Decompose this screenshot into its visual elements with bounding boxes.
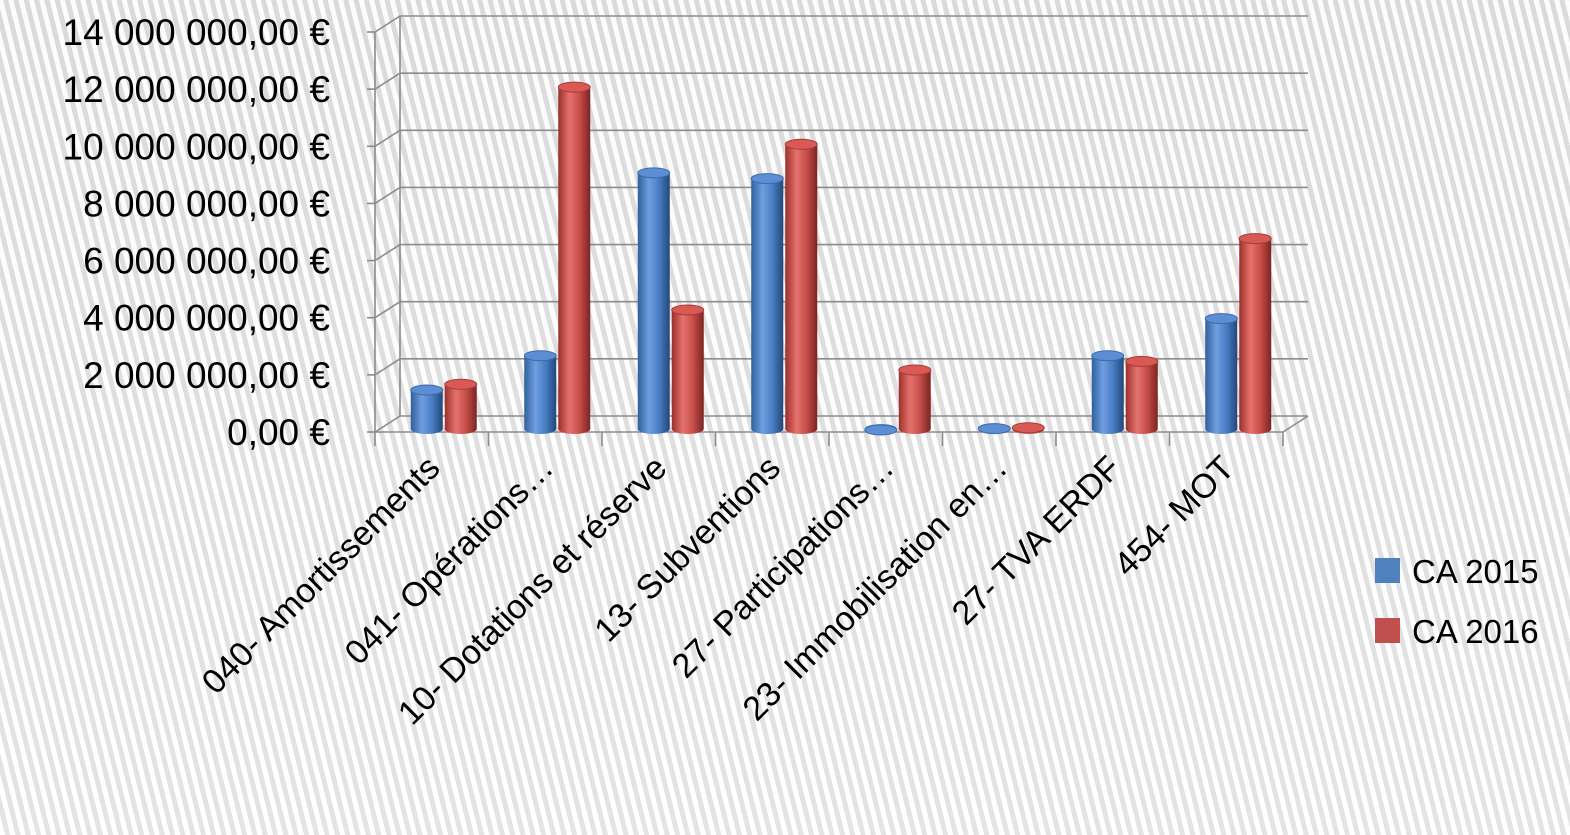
y-tick-label: 12 000 000,00 €	[63, 69, 331, 110]
bar-body	[444, 384, 477, 434]
bar-top	[977, 423, 1011, 435]
bar-ca2015	[637, 167, 671, 434]
y-tick-label: 8 000 000,00 €	[83, 183, 330, 224]
bar-ca2015	[410, 384, 444, 434]
bar-body	[637, 172, 670, 434]
bar-ca2015	[750, 173, 784, 434]
bar-ca2015	[523, 350, 557, 434]
bar-top	[671, 304, 705, 316]
x-tick-label: 27- Participations…	[665, 449, 902, 686]
bar-ca2016	[557, 81, 591, 435]
y-tick-label: 0,00 €	[227, 412, 330, 453]
y-tick-label: 4 000 000,00 €	[83, 298, 330, 339]
legend-swatch	[1375, 618, 1400, 643]
y-tick-label: 2 000 000,00 €	[83, 355, 330, 396]
bar-body	[1091, 355, 1124, 434]
bar-body	[671, 310, 704, 434]
gridline	[374, 72, 1308, 90]
legend: CA 2015 CA 2016	[1375, 553, 1539, 650]
bar-ca2016	[1011, 422, 1045, 434]
bars	[410, 81, 1272, 436]
gridline	[374, 358, 1308, 376]
x-tick-label: 041- Opérations…	[338, 449, 561, 672]
bar-top	[1091, 350, 1125, 362]
y-tick-label: 6 000 000,00 €	[83, 241, 330, 282]
bar-top	[898, 364, 932, 376]
bar-top	[784, 138, 818, 150]
bar-ca2015	[977, 423, 1011, 435]
bar-top	[444, 378, 478, 390]
legend-swatch	[1375, 558, 1400, 583]
bar-body	[524, 355, 557, 434]
bar-top	[1238, 233, 1272, 245]
bar-ca2015	[864, 424, 898, 436]
floor-edge	[375, 415, 1309, 433]
bar-ca2015	[1091, 350, 1125, 434]
axes	[367, 16, 1309, 446]
gridlines	[374, 15, 1308, 433]
bar-body	[1125, 361, 1158, 434]
bar-top	[750, 173, 784, 185]
bar-ca2016	[1125, 355, 1159, 434]
bar-top	[864, 424, 898, 436]
bar-top	[410, 384, 444, 396]
y-tick-labels: 0,00 € 2 000 000,00 € 4 000 000,00 € 6 000 …	[63, 12, 331, 453]
bar-top	[523, 350, 557, 362]
bar-body	[785, 144, 818, 435]
bar-body	[558, 87, 591, 435]
bar-body	[1239, 238, 1272, 434]
bar-ca2016	[898, 364, 932, 434]
bar-ca2015	[1204, 313, 1238, 434]
gridline	[374, 15, 1308, 33]
y-tick-label: 10 000 000,00 €	[63, 126, 331, 167]
legend-item: CA 2015	[1375, 553, 1539, 590]
legend-item: CA 2016	[1375, 613, 1539, 650]
bar-ca2016	[444, 378, 478, 434]
bar-body	[1205, 318, 1238, 434]
x-tick-label: 454- MOT	[1107, 449, 1242, 584]
gridline	[374, 415, 1308, 433]
gridline	[374, 300, 1308, 319]
bar-top	[637, 167, 671, 179]
y-tick-label: 14 000 000,00 €	[63, 12, 331, 53]
gridline	[374, 186, 1308, 205]
legend-label: CA 2015	[1412, 553, 1539, 590]
bar-ca2016	[784, 138, 818, 435]
bar-top	[1125, 355, 1159, 367]
bar-ca2016	[671, 304, 705, 434]
bar-body	[751, 178, 784, 434]
bar-ca2016	[1238, 233, 1272, 434]
bar-top	[1011, 422, 1045, 434]
legend-label: CA 2016	[1412, 613, 1539, 650]
bar-body	[410, 390, 443, 434]
bar-body	[898, 370, 931, 434]
bar-top	[557, 81, 591, 93]
bar-top	[1204, 313, 1238, 325]
gridline	[374, 243, 1308, 262]
gridline	[374, 129, 1308, 147]
